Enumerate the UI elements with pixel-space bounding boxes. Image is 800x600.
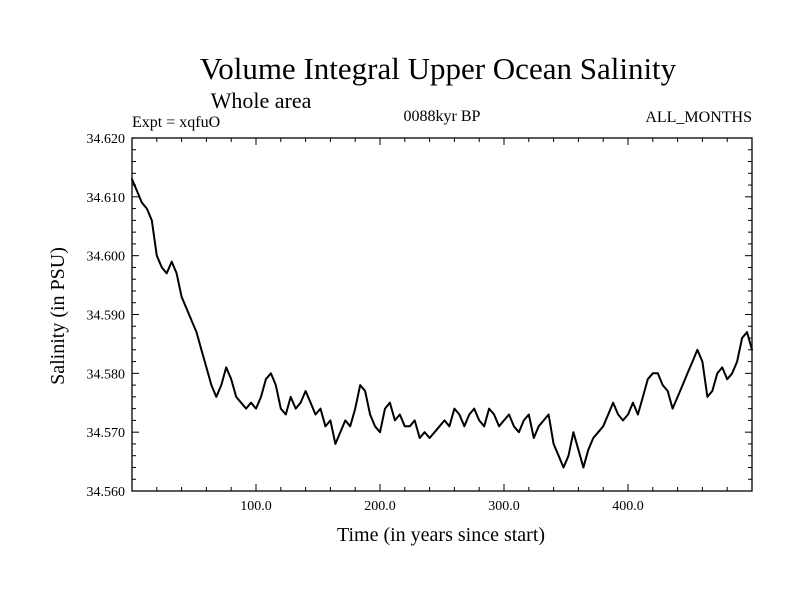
y-tick-label: 34.620 (87, 132, 126, 147)
x-tick-label: 200.0 (364, 499, 396, 514)
plot-frame (131, 137, 753, 492)
header-center-label: 0088kyr BP (404, 108, 481, 125)
x-tick-label: 300.0 (488, 499, 520, 514)
y-tick-label: 34.590 (87, 309, 126, 324)
y-tick-label: 34.580 (87, 367, 126, 382)
y-tick-label: 34.600 (87, 250, 126, 265)
x-tick-label: 400.0 (612, 499, 644, 514)
y-tick-label: 34.610 (87, 191, 126, 206)
y-tick-label: 34.560 (87, 485, 126, 500)
header-left-label: Expt = xqfuO (132, 114, 220, 131)
chart-title: Volume Integral Upper Ocean Salinity (200, 51, 677, 86)
series-line-salinity (131, 178, 753, 469)
chart-subtitle: Whole area (211, 88, 312, 113)
x-tick-label: 100.0 (240, 499, 272, 514)
y-axis-label: Salinity (in PSU) (47, 247, 69, 385)
y-tick-label: 34.570 (87, 426, 126, 441)
plot-layer: 100.0 200.0 300.0 400.0 34.560 34.570 34.580 34… (87, 132, 753, 514)
header-right-label: ALL_MONTHS (645, 109, 752, 126)
x-axis-label: Time (in years since start) (337, 524, 545, 546)
